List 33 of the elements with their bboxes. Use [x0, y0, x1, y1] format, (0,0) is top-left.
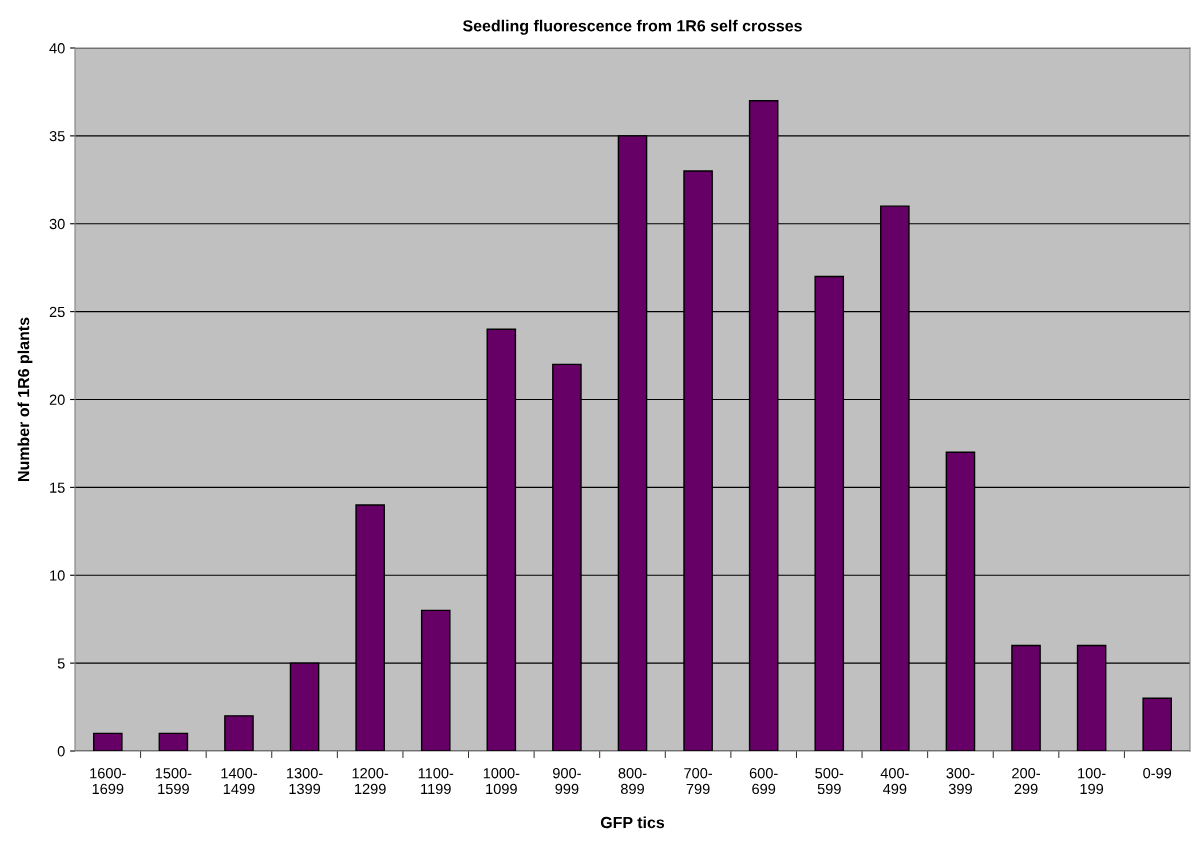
- x-tick-label: 800- 899: [618, 768, 647, 795]
- y-tick-label: 40: [49, 43, 65, 54]
- y-tick-label: 10: [50, 570, 65, 581]
- y-tick-label: 25: [49, 306, 65, 318]
- x-tick-label: 700- 799: [684, 768, 713, 795]
- x-tick-label: 1500- 1599: [155, 768, 192, 795]
- bar: [1142, 697, 1173, 751]
- y-tick-label: 15: [50, 482, 65, 493]
- chart-title: Seedling fluorescence from 1R6 self crosses: [462, 19, 802, 35]
- x-tick-label: 300- 399: [946, 768, 975, 795]
- x-tick-label: 1400- 1499: [221, 768, 257, 795]
- x-tick-label: 1000- 1099: [483, 768, 520, 795]
- x-tick-label: 100- 199: [1078, 768, 1106, 795]
- bar: [158, 732, 189, 751]
- bar: [224, 715, 254, 751]
- x-tick-label: 1600- 1699: [90, 768, 126, 795]
- x-tick-label: 1200- 1299: [352, 768, 389, 795]
- x-tick-label: 0-99: [1143, 768, 1172, 779]
- x-tick-label: 200- 299: [1012, 768, 1040, 795]
- x-tick-label: 1300- 1399: [287, 768, 323, 795]
- x-tick-label: 500- 599: [815, 768, 844, 795]
- y-tick-label: 30: [49, 218, 65, 230]
- y-tick-label: 20: [49, 394, 65, 405]
- x-tick-label: 1100- 1199: [418, 768, 454, 795]
- bar: [92, 732, 123, 751]
- y-tick-label: 0: [57, 746, 65, 757]
- y-tick-label: 35: [49, 130, 65, 142]
- x-tick-label: 600- 699: [749, 768, 778, 795]
- x-axis-title: GFP tics: [600, 816, 665, 829]
- x-tick-label: 900- 999: [553, 768, 581, 795]
- y-axis-title: Number of 1R6 plants: [17, 317, 33, 481]
- y-tick-label: 5: [57, 658, 65, 669]
- x-tick-label: 400- 499: [880, 768, 909, 795]
